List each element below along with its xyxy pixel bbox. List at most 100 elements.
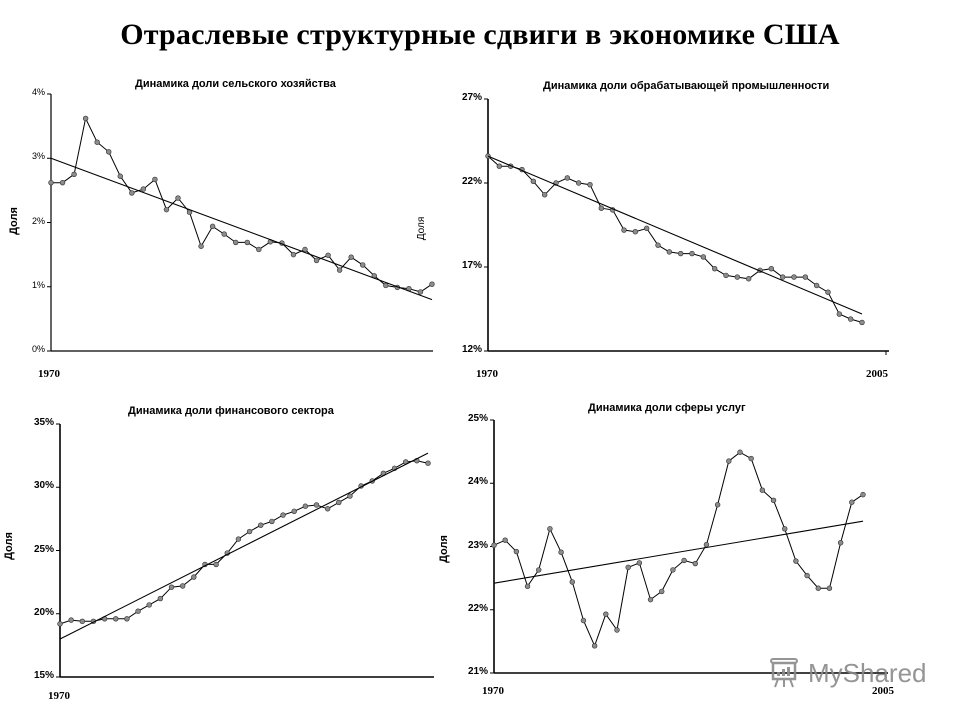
data-point — [491, 542, 497, 548]
trend-line — [50, 157, 433, 301]
data-point — [146, 602, 152, 608]
y-tick-label: 3% — [31, 151, 45, 162]
x-start-label: 1970 — [38, 368, 60, 380]
data-point — [291, 508, 297, 514]
x-start-label: 1970 — [48, 690, 70, 702]
data-point — [598, 205, 605, 211]
page-title: Отраслевые структурные сдвиги в экономик… — [120, 18, 840, 51]
data-point — [558, 549, 564, 555]
data-point — [804, 572, 810, 579]
trend-line — [487, 155, 863, 315]
data-point — [348, 254, 354, 260]
data-point — [643, 225, 650, 232]
data-point — [68, 617, 74, 623]
data-point — [793, 558, 799, 564]
data-point — [429, 281, 435, 287]
data-point — [79, 618, 86, 625]
data-point — [360, 262, 366, 268]
data-point — [636, 560, 643, 566]
data-point — [737, 449, 743, 455]
data-point — [59, 179, 66, 186]
y-tick-label: 1% — [31, 279, 45, 290]
data-point — [569, 579, 575, 585]
y-tick-label: 24% — [467, 476, 488, 488]
y-tick-label: 35% — [33, 417, 54, 428]
data-point — [681, 557, 687, 564]
data-point — [417, 289, 424, 295]
data-point — [836, 311, 843, 317]
data-point — [244, 239, 250, 246]
data-point — [179, 583, 186, 589]
data-point — [802, 274, 809, 280]
data-point — [748, 455, 754, 462]
data-point — [689, 250, 695, 257]
chart-plot — [47, 93, 435, 352]
data-point — [124, 616, 130, 622]
y-tick-label: 12% — [461, 344, 482, 355]
data-point — [614, 627, 620, 633]
data-point — [168, 584, 175, 590]
data-point — [269, 518, 275, 525]
data-point — [759, 487, 766, 493]
y-tick-label: 30% — [33, 480, 54, 492]
data-point — [302, 503, 309, 509]
data-point — [221, 231, 227, 237]
data-point — [655, 242, 661, 248]
x-start-label: 1970 — [482, 685, 504, 697]
data-point — [256, 246, 262, 253]
chart-manufacturing: Динамика доли обрабатывающей промышленно… — [416, 75, 910, 385]
data-point — [580, 617, 587, 624]
x-end-label: 2005 — [872, 685, 894, 697]
y-tick-label: 15% — [33, 670, 54, 681]
y-tick-label: 4% — [31, 87, 45, 97]
trend-line — [59, 452, 429, 640]
data-point — [485, 153, 491, 159]
y-tick-label: 21% — [467, 666, 488, 677]
data-point — [336, 267, 343, 273]
chart-title: Динамика доли финансового сектора — [128, 405, 334, 417]
chart-plot — [490, 419, 888, 677]
data-point — [692, 560, 698, 567]
y-axis-label: Доля — [2, 532, 15, 560]
chart-finance: Динамика доли финансового сектора Доля 1… — [0, 395, 450, 715]
data-point — [734, 274, 741, 280]
data-point — [666, 249, 673, 255]
data-point — [768, 265, 775, 272]
data-point — [723, 272, 729, 279]
data-point — [837, 540, 844, 546]
data-point — [860, 491, 866, 498]
data-point — [547, 526, 553, 532]
data-point — [541, 192, 548, 198]
data-point — [313, 502, 320, 508]
data-point — [825, 289, 831, 295]
data-point — [813, 282, 820, 289]
data-point — [700, 254, 707, 260]
y-tick-label: 23% — [467, 539, 488, 551]
data-point — [815, 585, 821, 591]
data-point — [524, 583, 531, 590]
data-point — [325, 252, 331, 258]
x-end-label: 2005 — [866, 368, 888, 380]
data-point — [670, 567, 676, 573]
data-point — [48, 179, 54, 186]
data-point — [135, 608, 141, 614]
data-point — [621, 227, 627, 233]
data-point — [826, 585, 833, 591]
data-point — [175, 195, 181, 201]
data-point — [246, 528, 253, 535]
y-axis-label: Доля — [416, 216, 428, 241]
data-point — [57, 621, 63, 627]
data-point — [71, 171, 77, 178]
y-tick-label: 22% — [461, 176, 482, 187]
data-point — [770, 497, 777, 504]
data-point — [779, 274, 786, 280]
data-point — [859, 319, 865, 326]
data-point — [113, 616, 119, 622]
chart-title: Динамика доли обрабатывающей промышленно… — [543, 80, 830, 92]
data-point — [213, 561, 219, 568]
data-point — [198, 243, 204, 249]
y-tick-label: 22% — [467, 602, 488, 614]
chart-plot — [56, 423, 434, 678]
data-point — [847, 316, 854, 322]
data-point — [383, 282, 389, 289]
